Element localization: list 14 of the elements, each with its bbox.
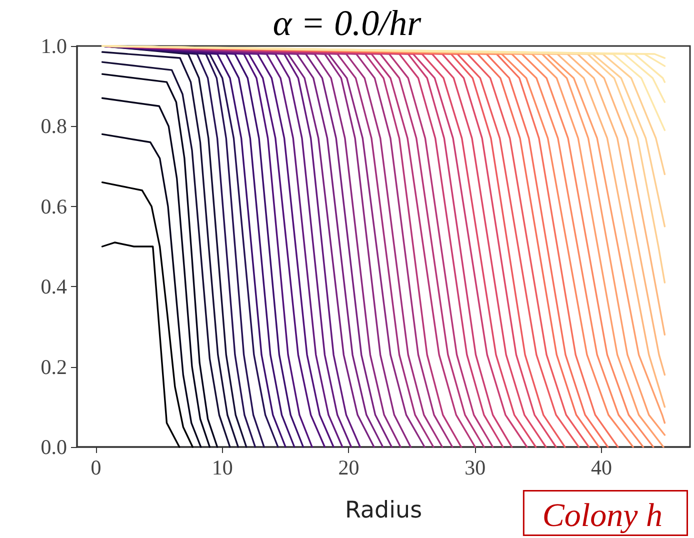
text: Colony h xyxy=(542,498,662,534)
x-tick-label: 10 xyxy=(212,456,233,480)
x-axis-title: Radius xyxy=(344,498,422,524)
y-tick-label: 0.8 xyxy=(40,114,67,138)
x-tick-label: 30 xyxy=(464,456,486,480)
y-tick-label: 0.4 xyxy=(40,274,68,299)
y-tick-label: 0.6 xyxy=(40,194,67,218)
x-tick-label: 0 xyxy=(90,456,102,480)
x-tick-label: 20 xyxy=(338,456,360,480)
chart-title: α = 0.0/hr xyxy=(272,3,422,43)
y-tick-label: 0.2 xyxy=(40,354,67,379)
x-tick-label: 40 xyxy=(591,456,612,480)
y-tick-label: 0.0 xyxy=(40,435,67,459)
y-tick-label: 1.0 xyxy=(40,34,67,58)
